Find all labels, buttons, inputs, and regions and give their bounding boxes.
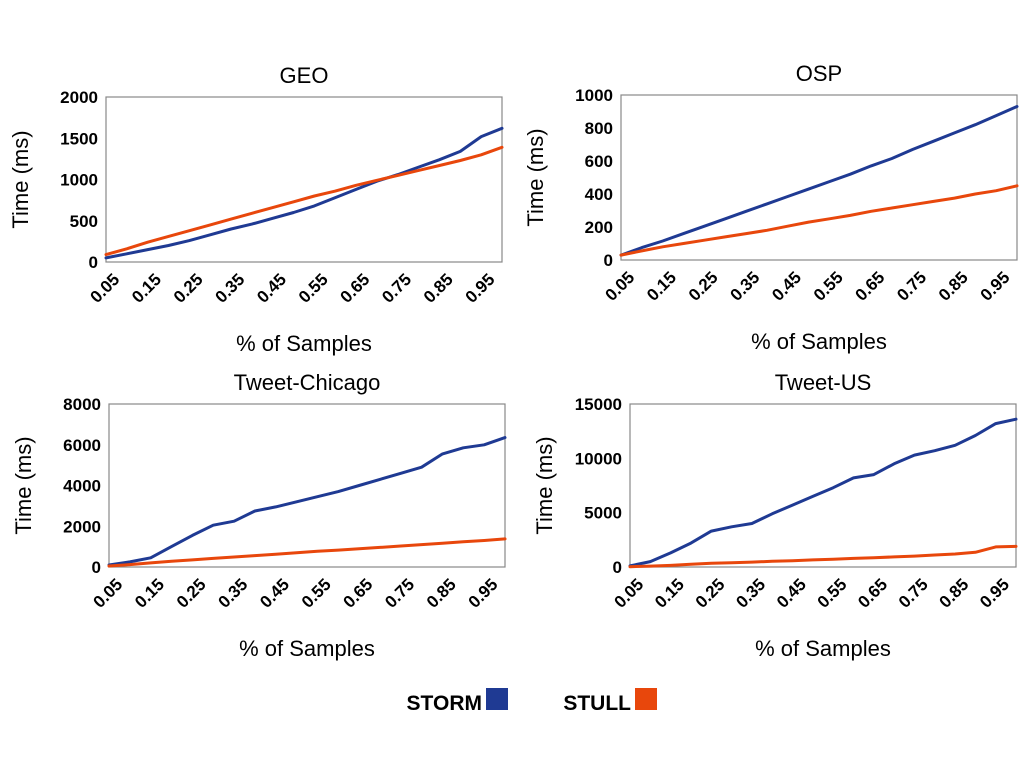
x-tick-label: 0.35: [732, 575, 769, 612]
series-line-storm: [628, 417, 1018, 568]
legend-swatch-stull: [635, 688, 657, 710]
x-axis-label: % of Samples: [236, 331, 372, 356]
x-axis-label: % of Samples: [755, 636, 891, 661]
series-line-stull: [104, 145, 504, 257]
x-tick-label: 0.15: [651, 575, 688, 612]
x-tick-label: 0.35: [727, 268, 764, 305]
x-tick-label: 0.95: [977, 268, 1014, 305]
y-tick-label: 800: [585, 119, 613, 138]
plot-area: [620, 94, 1018, 261]
x-tick-label: 0.75: [381, 575, 418, 612]
x-tick-label: 0.35: [212, 270, 249, 307]
legend-swatch-storm: [486, 688, 508, 710]
series-line-stull: [619, 184, 1019, 257]
x-tick-label: 0.95: [976, 575, 1013, 612]
chart-title: GEO: [280, 63, 329, 88]
series-line-storm: [107, 436, 507, 567]
plot-area: [108, 403, 506, 568]
y-tick-label: 400: [585, 185, 613, 204]
x-tick-label: 0.25: [692, 575, 729, 612]
x-tick-label: 0.65: [337, 270, 374, 307]
x-tick-label: 0.55: [814, 575, 851, 612]
x-tick-label: 0.55: [295, 270, 332, 307]
series-line-stull: [107, 537, 507, 568]
y-tick-label: 2000: [63, 517, 101, 536]
x-tick-label: 0.35: [215, 575, 252, 612]
x-tick-label: 0.45: [256, 575, 293, 612]
chart-title: Tweet-US: [775, 370, 872, 395]
x-tick-label: 0.45: [768, 268, 805, 305]
x-tick-label: 0.05: [601, 268, 638, 305]
x-tick-label: 0.45: [773, 575, 810, 612]
y-tick-label: 200: [585, 218, 613, 237]
x-tick-label: 0.95: [462, 270, 499, 307]
x-tick-label: 0.55: [298, 575, 335, 612]
x-tick-label: 0.65: [340, 575, 377, 612]
y-tick-label: 5000: [584, 504, 622, 523]
legend-label-storm: STORM: [407, 692, 482, 715]
series-line-storm: [104, 126, 504, 260]
y-tick-label: 6000: [63, 436, 101, 455]
y-tick-label: 4000: [63, 477, 101, 496]
x-tick-label: 0.15: [131, 575, 168, 612]
x-tick-label: 0.95: [465, 575, 502, 612]
y-axis-label: Time (ms): [523, 128, 548, 226]
x-tick-label: 0.85: [420, 270, 457, 307]
y-axis-label: Time (ms): [8, 130, 33, 228]
chart-title: OSP: [796, 61, 842, 86]
plot-area: [105, 96, 503, 263]
y-tick-label: 0: [613, 558, 622, 577]
y-tick-label: 10000: [575, 449, 622, 468]
series-line-stull: [628, 544, 1018, 569]
x-tick-label: 0.65: [852, 268, 889, 305]
x-tick-label: 0.75: [893, 268, 930, 305]
x-tick-label: 0.85: [935, 268, 972, 305]
y-tick-label: 2000: [60, 88, 98, 107]
x-axis-label: % of Samples: [239, 636, 375, 661]
series-line-storm: [619, 105, 1019, 257]
y-axis-label: Time (ms): [11, 436, 36, 534]
y-tick-label: 1500: [60, 129, 98, 148]
y-tick-label: 1000: [575, 86, 613, 105]
x-tick-label: 0.05: [89, 575, 126, 612]
x-axis-label: % of Samples: [751, 329, 887, 354]
x-tick-label: 0.05: [610, 575, 647, 612]
x-tick-label: 0.65: [854, 575, 891, 612]
y-tick-label: 500: [70, 212, 98, 231]
x-tick-label: 0.75: [378, 270, 415, 307]
x-tick-label: 0.15: [643, 268, 680, 305]
x-tick-label: 0.55: [810, 268, 847, 305]
x-tick-label: 0.25: [173, 575, 210, 612]
x-tick-label: 0.45: [253, 270, 290, 307]
x-tick-label: 0.75: [895, 575, 932, 612]
y-tick-label: 0: [604, 251, 613, 270]
y-tick-label: 15000: [575, 395, 622, 414]
y-tick-label: 1000: [60, 171, 98, 190]
x-tick-label: 0.15: [128, 270, 165, 307]
x-tick-label: 0.25: [685, 268, 722, 305]
y-tick-label: 8000: [63, 395, 101, 414]
chart-osp: OSP 0 200 400 600 800 1000 0.05 0.15 0.25 0.35 0.45…: [523, 61, 1019, 354]
x-tick-label: 0.85: [423, 575, 460, 612]
y-tick-label: 0: [89, 253, 98, 272]
legend: STORM STULL: [407, 688, 657, 715]
y-axis-label: Time (ms): [532, 436, 557, 534]
x-tick-label: 0.85: [936, 575, 973, 612]
legend-label-stull: STULL: [563, 692, 631, 715]
plot-area: [629, 403, 1017, 568]
y-tick-label: 0: [92, 558, 101, 577]
chart-title: Tweet-Chicago: [234, 370, 381, 395]
x-tick-label: 0.25: [170, 270, 207, 307]
y-tick-label: 600: [585, 152, 613, 171]
x-tick-label: 0.05: [86, 270, 123, 307]
